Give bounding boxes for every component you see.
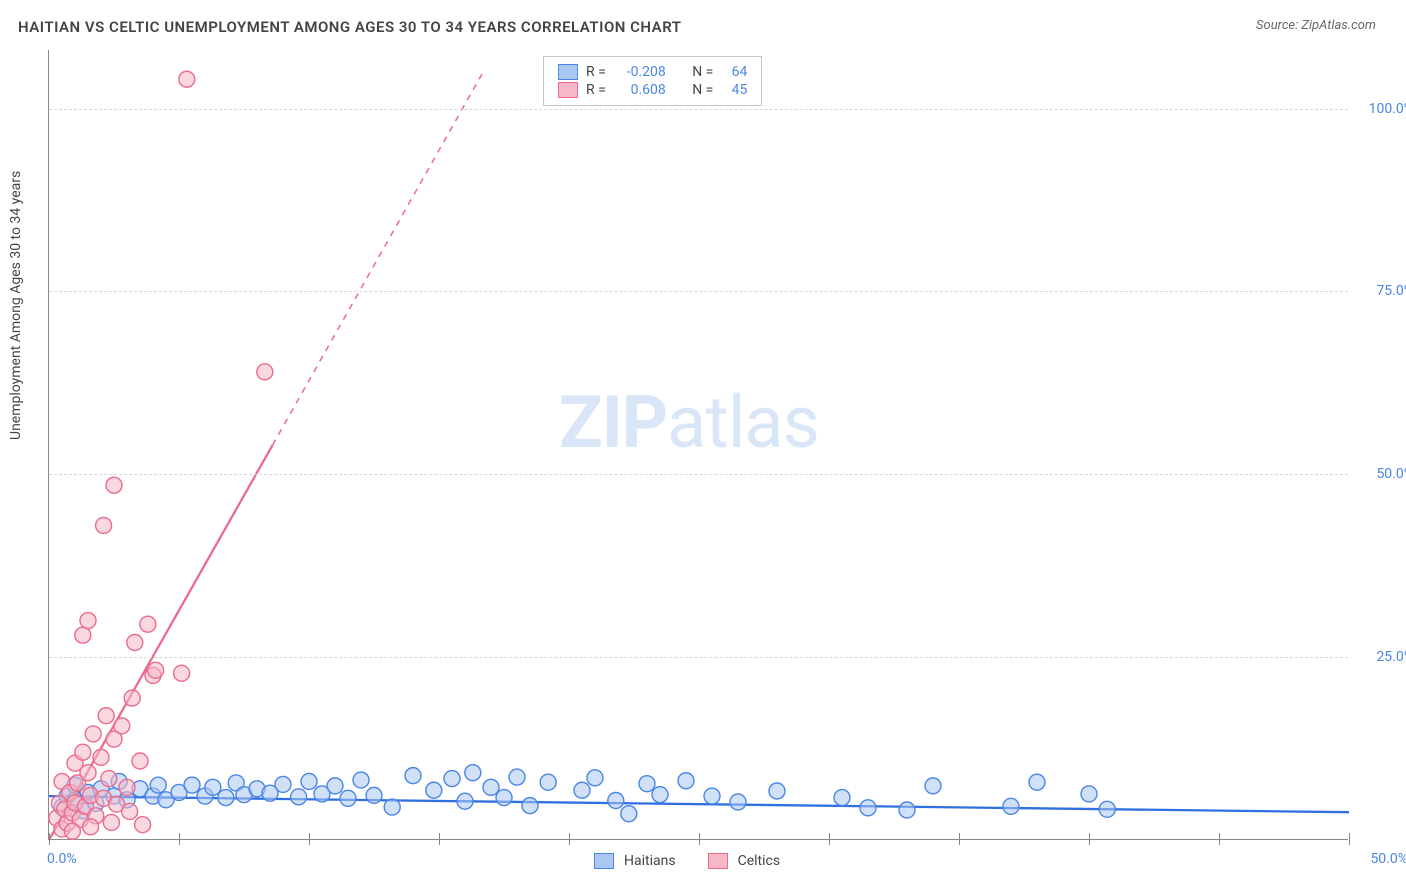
x-tick <box>439 833 440 845</box>
y-tick-label: 75.0% <box>1376 283 1406 299</box>
x-tick <box>179 833 180 845</box>
y-tick-label: 25.0% <box>1376 649 1406 665</box>
gridline-h <box>49 291 1348 292</box>
legend-swatch <box>558 64 578 80</box>
gridline-h <box>49 109 1348 110</box>
x-tick-label: 0.0% <box>47 851 77 867</box>
x-tick <box>829 833 830 845</box>
x-tick <box>49 833 50 845</box>
legend-label: Celtics <box>738 853 780 869</box>
legend-swatch <box>558 82 578 98</box>
plot-area: ZIPatlas R = -0.208 N = 64R = 0.608 N = … <box>48 50 1348 840</box>
x-tick-label: 50.0% <box>1370 851 1406 867</box>
x-tick <box>699 833 700 845</box>
legend-swatch <box>594 853 614 869</box>
x-tick <box>309 833 310 845</box>
y-tick-label: 50.0% <box>1376 466 1406 482</box>
y-tick-label: 100.0% <box>1369 101 1406 117</box>
legend-row: R = 0.608 N = 45 <box>558 81 747 99</box>
x-tick <box>1349 833 1350 845</box>
series-legend: Haitians Celtics <box>594 853 802 869</box>
legend-label: Haitians <box>624 853 676 869</box>
scatter-svg <box>49 50 1348 839</box>
source-label: Source: ZipAtlas.com <box>1256 18 1376 33</box>
legend-swatch <box>708 853 728 869</box>
gridline-h <box>49 657 1348 658</box>
chart-title: HAITIAN VS CELTIC UNEMPLOYMENT AMONG AGE… <box>18 18 681 36</box>
y-axis-label: Unemployment Among Ages 30 to 34 years <box>8 171 24 440</box>
legend-row: R = -0.208 N = 64 <box>558 63 747 81</box>
x-tick <box>1089 833 1090 845</box>
x-tick <box>959 833 960 845</box>
gridline-h <box>49 474 1348 475</box>
correlation-legend: R = -0.208 N = 64R = 0.608 N = 45 <box>543 56 762 106</box>
x-tick <box>1219 833 1220 845</box>
x-tick <box>569 833 570 845</box>
